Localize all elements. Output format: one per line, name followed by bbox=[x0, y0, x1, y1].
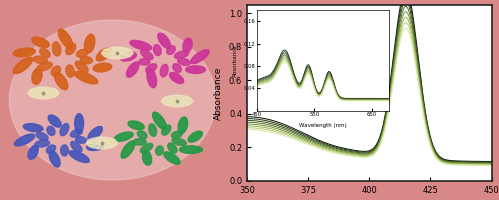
Ellipse shape bbox=[146, 64, 157, 72]
Ellipse shape bbox=[28, 87, 58, 99]
Ellipse shape bbox=[137, 131, 147, 139]
Ellipse shape bbox=[147, 68, 157, 88]
Ellipse shape bbox=[120, 52, 137, 61]
Ellipse shape bbox=[160, 64, 168, 77]
Ellipse shape bbox=[28, 145, 38, 159]
Ellipse shape bbox=[84, 34, 95, 53]
Ellipse shape bbox=[14, 134, 35, 146]
Ellipse shape bbox=[23, 124, 43, 132]
Ellipse shape bbox=[140, 143, 153, 153]
Ellipse shape bbox=[174, 51, 189, 58]
Ellipse shape bbox=[33, 56, 47, 64]
Ellipse shape bbox=[52, 42, 61, 56]
Ellipse shape bbox=[70, 129, 82, 137]
Ellipse shape bbox=[32, 37, 49, 48]
Ellipse shape bbox=[188, 131, 203, 142]
Y-axis label: Absorbance: Absorbance bbox=[215, 66, 224, 120]
Ellipse shape bbox=[153, 45, 161, 56]
Ellipse shape bbox=[87, 137, 117, 149]
Ellipse shape bbox=[96, 48, 111, 61]
Ellipse shape bbox=[37, 62, 52, 71]
Ellipse shape bbox=[40, 48, 50, 58]
Ellipse shape bbox=[35, 140, 49, 147]
Ellipse shape bbox=[32, 68, 42, 84]
Ellipse shape bbox=[114, 132, 133, 141]
Ellipse shape bbox=[178, 58, 190, 65]
Ellipse shape bbox=[126, 62, 139, 77]
Ellipse shape bbox=[13, 48, 35, 57]
Ellipse shape bbox=[172, 138, 186, 146]
Ellipse shape bbox=[75, 61, 88, 73]
Ellipse shape bbox=[66, 65, 74, 77]
Ellipse shape bbox=[47, 126, 55, 135]
Ellipse shape bbox=[139, 59, 150, 65]
Ellipse shape bbox=[164, 152, 180, 164]
Ellipse shape bbox=[167, 46, 175, 54]
Ellipse shape bbox=[149, 124, 157, 136]
Ellipse shape bbox=[128, 121, 144, 130]
Ellipse shape bbox=[162, 95, 192, 107]
Ellipse shape bbox=[61, 145, 68, 156]
Ellipse shape bbox=[66, 43, 76, 55]
Ellipse shape bbox=[191, 50, 209, 64]
Ellipse shape bbox=[69, 151, 89, 163]
Ellipse shape bbox=[46, 145, 55, 153]
Ellipse shape bbox=[156, 146, 163, 155]
Ellipse shape bbox=[142, 151, 152, 165]
Ellipse shape bbox=[71, 141, 82, 152]
Ellipse shape bbox=[80, 57, 92, 64]
Ellipse shape bbox=[130, 40, 152, 50]
Ellipse shape bbox=[48, 115, 61, 127]
Ellipse shape bbox=[60, 124, 69, 136]
Ellipse shape bbox=[88, 126, 102, 140]
Ellipse shape bbox=[153, 112, 166, 129]
Ellipse shape bbox=[172, 131, 182, 138]
Ellipse shape bbox=[36, 132, 48, 140]
Ellipse shape bbox=[121, 141, 135, 158]
Ellipse shape bbox=[13, 57, 32, 74]
Ellipse shape bbox=[75, 114, 84, 133]
Ellipse shape bbox=[75, 137, 86, 143]
Ellipse shape bbox=[87, 143, 103, 151]
Ellipse shape bbox=[58, 29, 73, 49]
Ellipse shape bbox=[133, 139, 146, 145]
Ellipse shape bbox=[102, 47, 133, 59]
Ellipse shape bbox=[141, 50, 153, 59]
Ellipse shape bbox=[54, 72, 68, 90]
Ellipse shape bbox=[9, 20, 216, 180]
Ellipse shape bbox=[173, 64, 181, 72]
Ellipse shape bbox=[74, 71, 98, 84]
Ellipse shape bbox=[51, 66, 60, 76]
Ellipse shape bbox=[178, 117, 188, 134]
Ellipse shape bbox=[158, 33, 171, 48]
Ellipse shape bbox=[186, 66, 206, 73]
Ellipse shape bbox=[170, 73, 184, 84]
Ellipse shape bbox=[162, 125, 171, 135]
Ellipse shape bbox=[180, 146, 203, 153]
Ellipse shape bbox=[49, 151, 60, 167]
Ellipse shape bbox=[93, 63, 112, 72]
Ellipse shape bbox=[76, 49, 88, 57]
Ellipse shape bbox=[183, 38, 192, 52]
Ellipse shape bbox=[168, 143, 177, 153]
